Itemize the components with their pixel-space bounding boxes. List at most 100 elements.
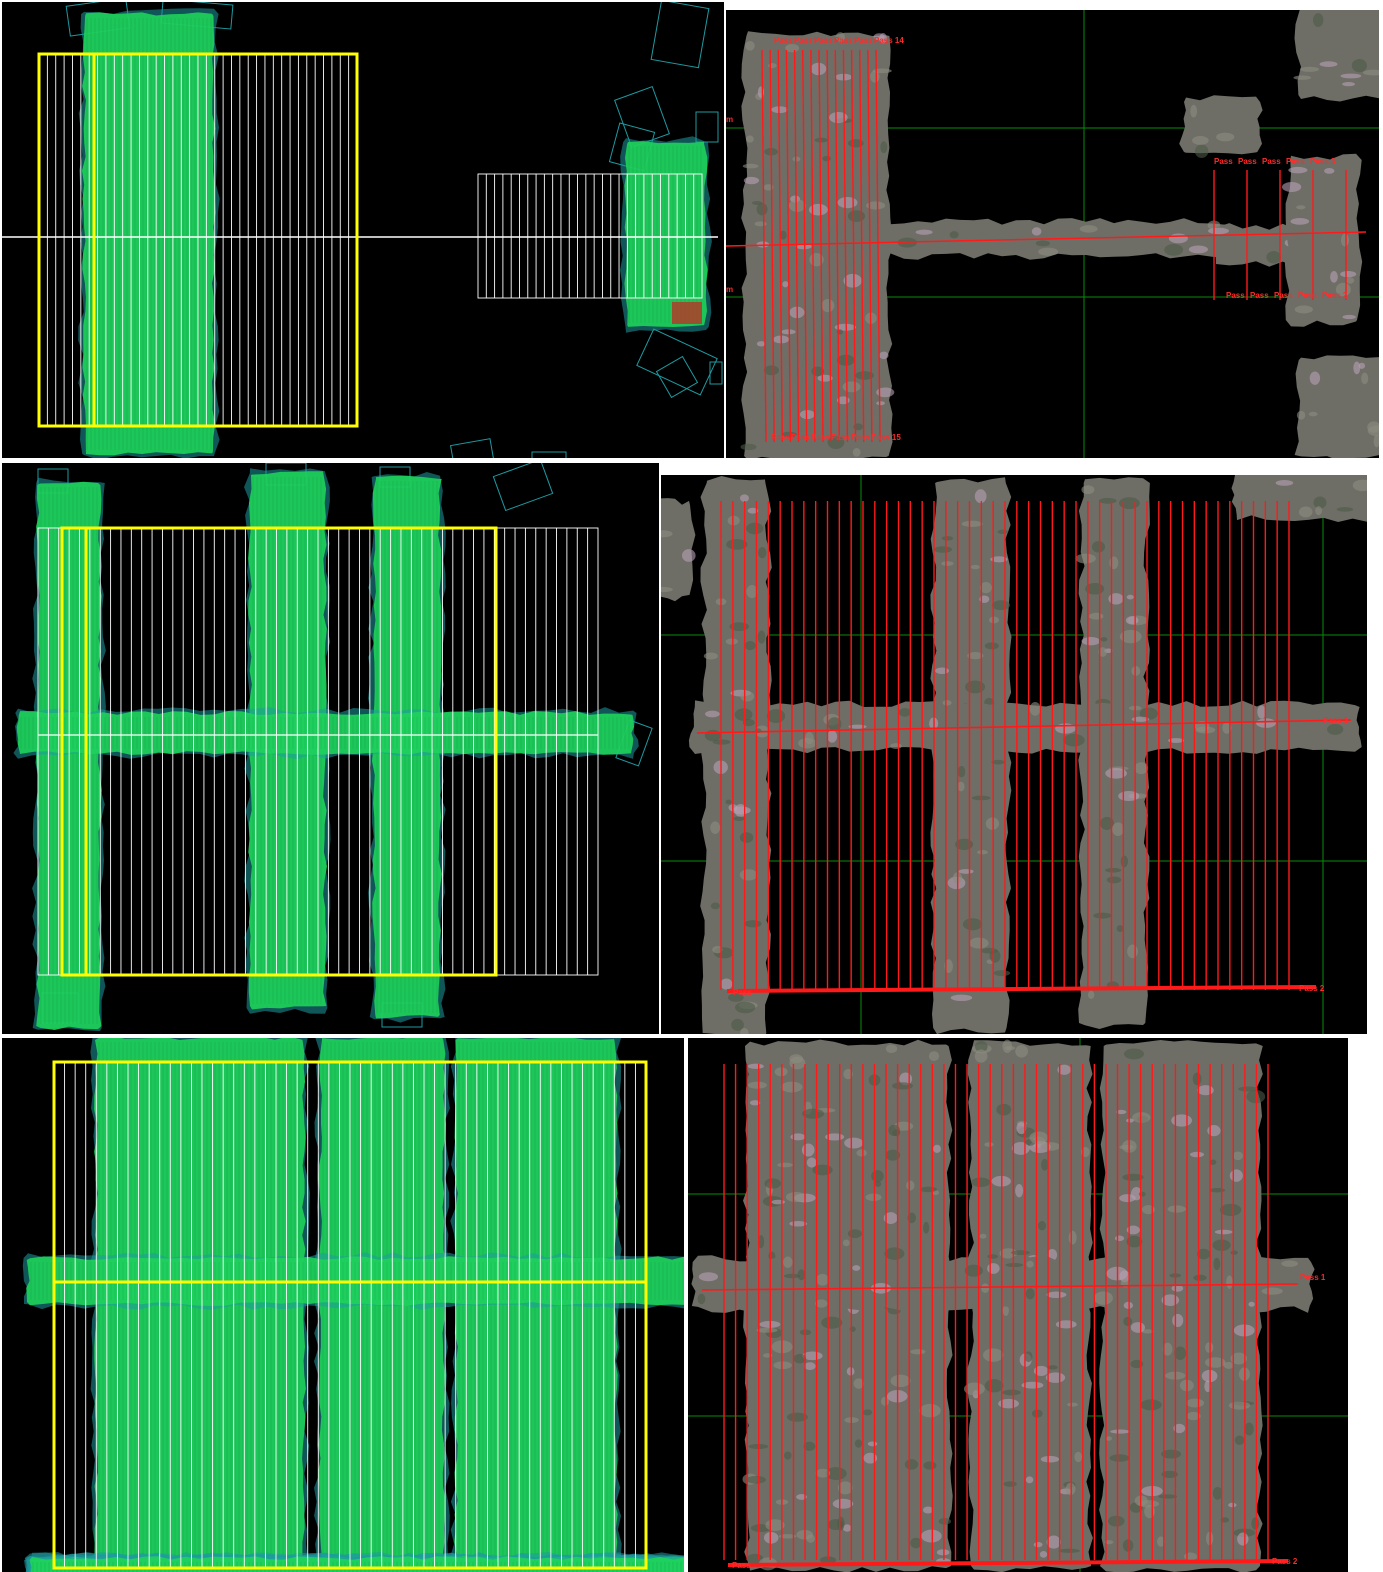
terrain-patch bbox=[1120, 855, 1128, 868]
pass-label: Pass bbox=[811, 433, 830, 442]
terrain-patch bbox=[1367, 421, 1379, 433]
terrain-patch bbox=[985, 817, 1000, 830]
terrain-patch bbox=[1106, 876, 1122, 884]
stray-footprint bbox=[636, 328, 718, 396]
terrain-patch bbox=[1140, 1399, 1162, 1411]
terrain-patch bbox=[681, 549, 696, 562]
terrain-patch bbox=[1168, 738, 1185, 743]
terrain-patch bbox=[1168, 233, 1188, 244]
terrain-patch bbox=[763, 1531, 779, 1544]
terrain-patch bbox=[1172, 1313, 1184, 1328]
terrain-patch bbox=[739, 494, 749, 502]
flown-pass-line bbox=[793, 49, 800, 443]
terrain-patch bbox=[983, 1348, 1004, 1362]
terrain-patch bbox=[1002, 1304, 1009, 1317]
terrain-patch bbox=[984, 1379, 1004, 1393]
terrain-patch bbox=[1126, 594, 1134, 600]
terrain-patch bbox=[950, 994, 973, 1002]
terrain-patch bbox=[1046, 1535, 1061, 1549]
coverage-view-mission-2 bbox=[2, 463, 659, 1034]
terrain-patch bbox=[746, 585, 758, 599]
flown-pass-line bbox=[726, 985, 1317, 993]
terrain-patch bbox=[1123, 1301, 1134, 1309]
terrain-patch bbox=[872, 68, 892, 74]
terrain-patch bbox=[661, 530, 673, 538]
pass-label: Pass 3 bbox=[1310, 157, 1336, 166]
pass-label: Pass bbox=[1298, 291, 1317, 300]
terrain-patch bbox=[745, 40, 755, 51]
terrain-patch bbox=[756, 1327, 778, 1333]
terrain-patch bbox=[804, 1362, 816, 1371]
terrain-patch bbox=[1110, 1429, 1130, 1434]
grid-mark: m bbox=[726, 285, 733, 294]
terrain-patch bbox=[1327, 723, 1344, 735]
terrain-patch bbox=[1194, 144, 1209, 158]
terrain-patch bbox=[1035, 240, 1050, 247]
terrain-patch bbox=[1125, 1118, 1134, 1123]
terrain-patch bbox=[799, 409, 815, 420]
pass-label: Pass bbox=[794, 36, 813, 45]
terrain-patch bbox=[790, 1133, 806, 1141]
flown-pass-line bbox=[826, 49, 832, 443]
rejected-images-cluster bbox=[672, 302, 702, 324]
terrain-patch bbox=[705, 710, 720, 718]
terrain-patch bbox=[802, 1351, 823, 1361]
terrain-patch bbox=[991, 600, 1011, 611]
terrain-patch bbox=[783, 1451, 792, 1460]
orthomosaic-strip bbox=[691, 1255, 1315, 1313]
terrain-patch bbox=[987, 1254, 999, 1259]
grid-mark: m bbox=[726, 115, 733, 124]
terrain-patch bbox=[967, 652, 984, 660]
terrain-patch bbox=[1336, 507, 1354, 512]
terrain-patch bbox=[1016, 1122, 1027, 1135]
mosaic-map-canvas: Pass 1 Pass 2 Pass bbox=[688, 1038, 1348, 1572]
terrain-patch bbox=[1293, 75, 1312, 80]
terrain-patch bbox=[1109, 1454, 1130, 1462]
terrain-patch bbox=[726, 539, 748, 550]
terrain-patch bbox=[1313, 496, 1327, 509]
terrain-patch bbox=[1296, 205, 1306, 210]
terrain-patch bbox=[810, 62, 827, 76]
flown-pass-line bbox=[727, 1559, 1289, 1567]
terrain-patch bbox=[1209, 1187, 1226, 1193]
terrain-patch bbox=[834, 323, 857, 331]
pass-label: Pass bbox=[1214, 157, 1233, 166]
terrain-patch bbox=[1216, 132, 1235, 142]
terrain-patch bbox=[1025, 1288, 1035, 1300]
terrain-patch bbox=[1029, 701, 1041, 716]
terrain-patch bbox=[1130, 1322, 1145, 1333]
terrain-patch bbox=[949, 231, 959, 239]
flown-pass-line bbox=[761, 49, 767, 443]
terrain-patch bbox=[854, 1439, 863, 1448]
terrain-patch bbox=[1047, 1365, 1058, 1370]
terrain-patch bbox=[1079, 225, 1098, 233]
terrain-patch bbox=[935, 667, 950, 675]
flown-pass-line bbox=[802, 49, 808, 443]
terrain-patch bbox=[1340, 233, 1350, 247]
terrain-patch bbox=[785, 43, 800, 53]
terrain-patch bbox=[1230, 1250, 1238, 1255]
flown-pass-line bbox=[850, 49, 857, 443]
stray-footprint bbox=[449, 438, 495, 458]
terrain-patch bbox=[788, 199, 806, 212]
terrain-patch bbox=[843, 273, 862, 288]
flown-pass-line bbox=[818, 49, 824, 443]
terrain-patch bbox=[1105, 867, 1122, 873]
terrain-patch bbox=[977, 850, 989, 855]
terrain-patch bbox=[1373, 435, 1379, 448]
terrain-patch bbox=[837, 1516, 845, 1531]
terrain-patch bbox=[1126, 1235, 1143, 1248]
mosaic-view-mission-3: Pass 1 Pass 2 Pass bbox=[688, 1038, 1348, 1572]
terrain-patch bbox=[781, 329, 796, 335]
terrain-patch bbox=[848, 724, 867, 729]
terrain-patch bbox=[822, 155, 831, 162]
terrain-patch bbox=[842, 1239, 850, 1247]
flown-pass-line bbox=[867, 49, 873, 443]
terrain-patch bbox=[793, 1353, 807, 1364]
terrain-patch bbox=[821, 298, 835, 313]
terrain-patch bbox=[1197, 1085, 1214, 1096]
terrain-patch bbox=[739, 869, 758, 881]
terrain-patch bbox=[963, 1382, 985, 1396]
terrain-patch bbox=[835, 32, 845, 43]
terrain-patch bbox=[785, 1191, 807, 1203]
